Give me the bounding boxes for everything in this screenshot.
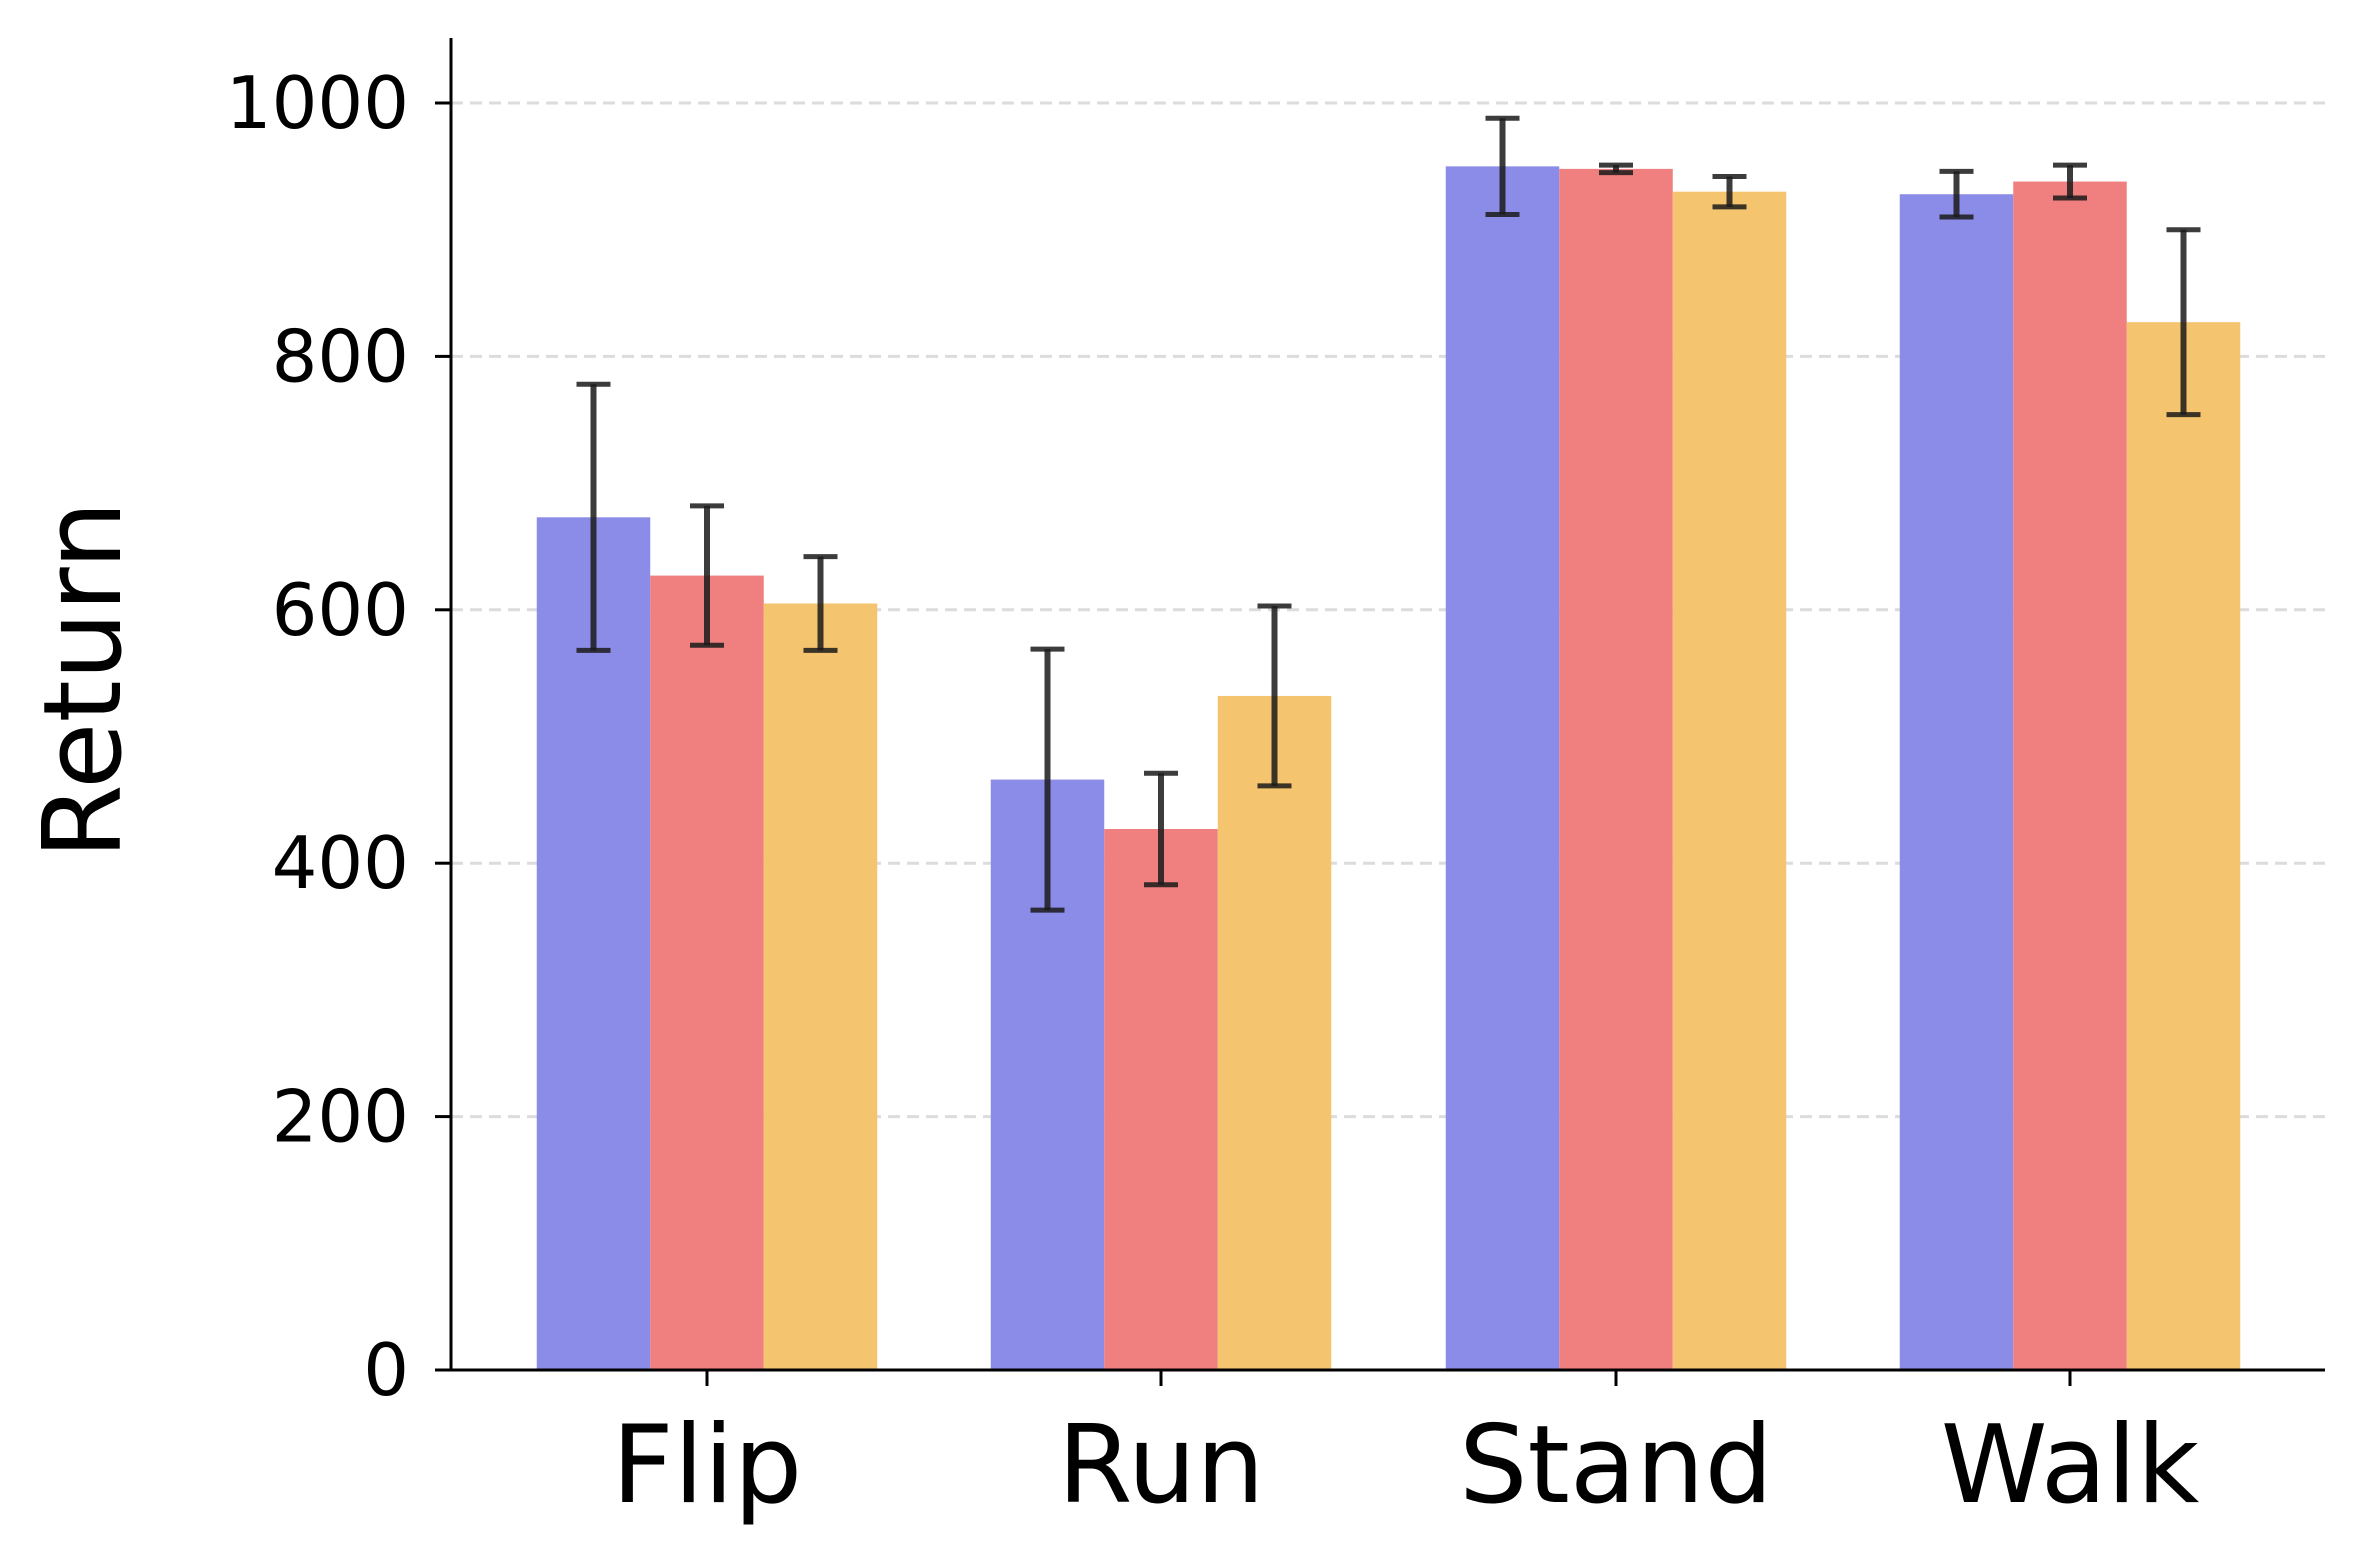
- y-tick-label: 200: [272, 1075, 409, 1159]
- error-bars: [576, 115, 2201, 913]
- bar: [1445, 166, 1560, 1371]
- y-tick-label: 400: [272, 821, 409, 905]
- bar: [2013, 181, 2127, 1371]
- y-tick-label: 600: [272, 568, 409, 652]
- y-tick-label: 1000: [226, 61, 409, 145]
- x-tick-label: Run: [1057, 1403, 1264, 1528]
- x-ticks: Flip Run Stand Walk: [612, 1370, 2200, 1528]
- bar: [1672, 191, 1787, 1371]
- bars: [536, 166, 2241, 1371]
- axes: [449, 38, 2325, 1372]
- bar: [1559, 168, 1673, 1370]
- bar: [1217, 695, 1332, 1370]
- x-tick-label: Flip: [612, 1403, 803, 1528]
- bar: [763, 603, 878, 1370]
- bar: [2126, 322, 2241, 1370]
- bar: [1899, 194, 2014, 1370]
- x-tick-label: Stand: [1459, 1403, 1773, 1528]
- x-tick-label: Walk: [1941, 1403, 2200, 1528]
- bar: [536, 517, 651, 1370]
- bar: [650, 575, 764, 1370]
- y-tick-label: 0: [363, 1328, 409, 1412]
- y-tick-label: 800: [272, 314, 409, 398]
- bar: [1104, 828, 1218, 1370]
- y-ticks: 0 200 400 600 800 1000: [226, 61, 451, 1412]
- y-axis-label: Return: [21, 501, 146, 859]
